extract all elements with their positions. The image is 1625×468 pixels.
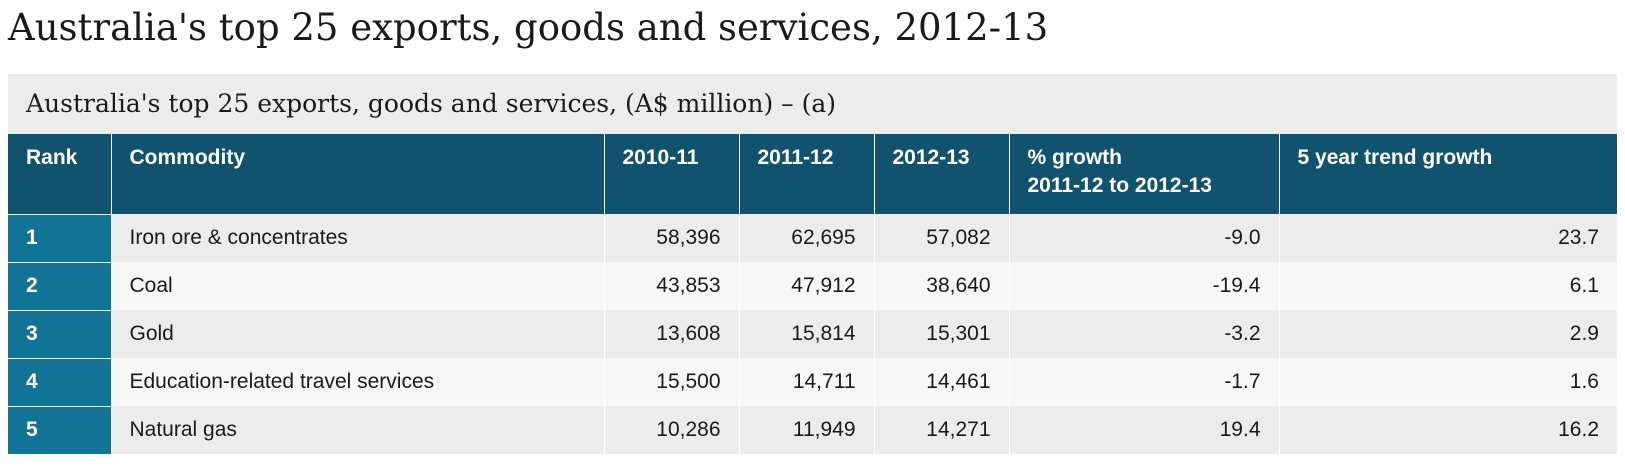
- column-header-trend: 5 year trend growth: [1278, 134, 1617, 214]
- value-2012-13-cell: 57,082: [873, 214, 1009, 262]
- page-title: Australia's top 25 exports, goods and se…: [8, 6, 1049, 49]
- growth-cell: -3.2: [1008, 310, 1279, 358]
- commodity-cell: Coal: [110, 262, 604, 310]
- table-row: 3 Gold 13,608 15,814 15,301 -3.2 2.9: [8, 309, 1617, 358]
- value-2012-13-cell: 14,461: [873, 358, 1009, 406]
- rank-cell: 1: [8, 213, 111, 262]
- column-header-rank: Rank: [8, 134, 111, 214]
- value-2010-11-cell: 58,396: [603, 214, 739, 262]
- table-row: 4 Education-related travel services 15,5…: [8, 357, 1617, 406]
- value-2011-12-cell: 47,912: [738, 262, 874, 310]
- table-header-row: Rank Commodity 2010-11 2011-12 2012-13 %…: [8, 134, 1617, 214]
- growth-cell: -19.4: [1008, 262, 1279, 310]
- value-2011-12-cell: 62,695: [738, 214, 874, 262]
- column-header-2012-13: 2012-13: [873, 134, 1009, 214]
- value-2011-12-cell: 15,814: [738, 310, 874, 358]
- table-row: 1 Iron ore & concentrates 58,396 62,695 …: [8, 213, 1617, 262]
- value-2012-13-cell: 38,640: [873, 262, 1009, 310]
- column-header-growth-line1: % growth: [1027, 146, 1123, 169]
- trend-cell: 2.9: [1278, 310, 1617, 358]
- value-2010-11-cell: 10,286: [603, 406, 739, 454]
- table-row: 2 Coal 43,853 47,912 38,640 -19.4 6.1: [8, 261, 1617, 310]
- trend-cell: 6.1: [1278, 262, 1617, 310]
- column-header-commodity: Commodity: [110, 134, 604, 214]
- rank-cell: 4: [8, 357, 111, 406]
- value-2011-12-cell: 14,711: [738, 358, 874, 406]
- value-2010-11-cell: 13,608: [603, 310, 739, 358]
- trend-cell: 16.2: [1278, 406, 1617, 454]
- table-row: 5 Natural gas 10,286 11,949 14,271 19.4 …: [8, 405, 1617, 454]
- commodity-cell: Iron ore & concentrates: [110, 214, 604, 262]
- rank-cell: 2: [8, 261, 111, 310]
- trend-cell: 1.6: [1278, 358, 1617, 406]
- exports-table-container: Australia's top 25 exports, goods and se…: [8, 74, 1617, 454]
- value-2012-13-cell: 14,271: [873, 406, 1009, 454]
- column-header-2010-11: 2010-11: [603, 134, 739, 214]
- trend-cell: 23.7: [1278, 214, 1617, 262]
- column-header-2011-12: 2011-12: [738, 134, 874, 214]
- table-caption: Australia's top 25 exports, goods and se…: [26, 89, 837, 118]
- growth-cell: 19.4: [1008, 406, 1279, 454]
- commodity-cell: Gold: [110, 310, 604, 358]
- growth-cell: -1.7: [1008, 358, 1279, 406]
- rank-cell: 5: [8, 405, 111, 454]
- value-2011-12-cell: 11,949: [738, 406, 874, 454]
- table-body: 1 Iron ore & concentrates 58,396 62,695 …: [8, 213, 1617, 454]
- commodity-cell: Natural gas: [110, 406, 604, 454]
- commodity-cell: Education-related travel services: [110, 358, 604, 406]
- column-header-growth: % growth 2011-12 to 2012-13: [1008, 134, 1279, 214]
- exports-table: Rank Commodity 2010-11 2011-12 2012-13 %…: [8, 134, 1617, 454]
- rank-cell: 3: [8, 309, 111, 358]
- column-header-growth-line2: 2011-12 to 2012-13: [1027, 174, 1212, 197]
- value-2012-13-cell: 15,301: [873, 310, 1009, 358]
- table-header: Rank Commodity 2010-11 2011-12 2012-13 %…: [8, 134, 1617, 214]
- value-2010-11-cell: 15,500: [603, 358, 739, 406]
- growth-cell: -9.0: [1008, 214, 1279, 262]
- value-2010-11-cell: 43,853: [603, 262, 739, 310]
